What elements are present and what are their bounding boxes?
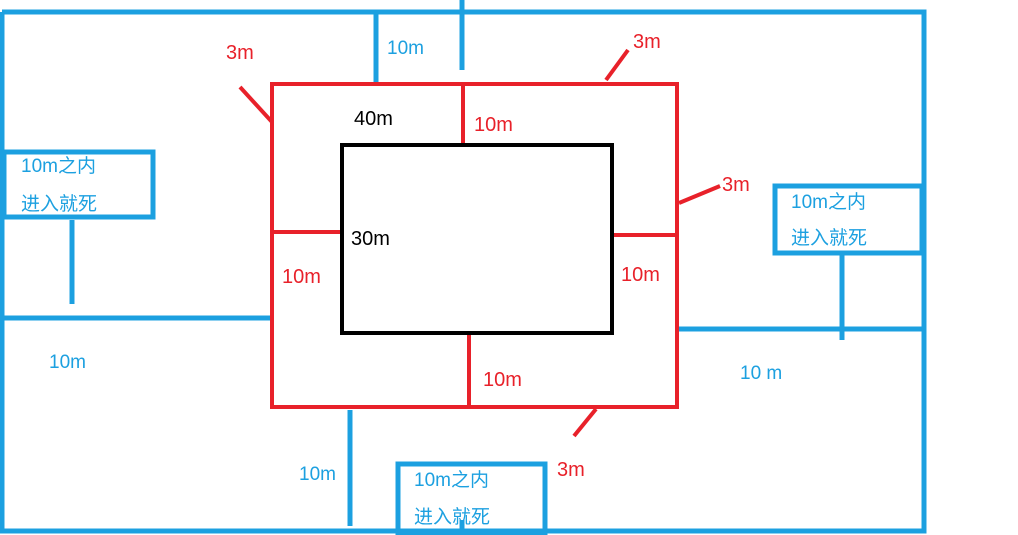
blue-gap-right-label: 10 m	[740, 363, 782, 384]
red-thickness-top-right-label: 3m	[633, 31, 661, 53]
inner-width-label: 40m	[354, 108, 393, 130]
blue-gap-top-label: 10m	[387, 38, 424, 59]
red-gap-left-label: 10m	[282, 266, 321, 288]
red-gap-right-label: 10m	[621, 264, 660, 286]
warning-box-right	[772, 183, 925, 256]
warning-left-line1: 10m之内	[21, 155, 96, 177]
red-gap-top-label: 10m	[474, 114, 513, 136]
blue-outer-boundary	[0, 9, 927, 534]
warning-right-line2: 进入就死	[791, 227, 867, 249]
warning-bottom-line1: 10m之内	[414, 469, 489, 491]
red-gap-bottom-label: 10m	[483, 369, 522, 391]
red-pointer-top-right	[604, 48, 630, 82]
red-ring-boundary	[270, 82, 679, 409]
red-thickness-top-left-label: 3m	[226, 42, 254, 64]
red-pointer-bottom	[572, 407, 598, 438]
red-pointer-right	[678, 184, 721, 205]
blue-gap-left-label: 10m	[49, 352, 86, 373]
warning-box-left	[1, 149, 156, 220]
warning-bottom-line2: 进入就死	[414, 506, 490, 528]
blue-zone	[0, 0, 927, 535]
red-thickness-right-label: 3m	[722, 174, 750, 196]
red-thickness-bottom-label: 3m	[557, 459, 585, 481]
red-pointer-top-left	[238, 85, 274, 124]
blue-gap-bottom-label: 10m	[299, 464, 336, 485]
inner-height-label: 30m	[351, 228, 390, 250]
inner-box	[340, 143, 614, 335]
warning-box-bottom	[395, 461, 548, 535]
warning-left-line2: 进入就死	[21, 193, 97, 215]
warning-right-line1: 10m之内	[791, 191, 866, 213]
red-ring	[238, 48, 721, 438]
